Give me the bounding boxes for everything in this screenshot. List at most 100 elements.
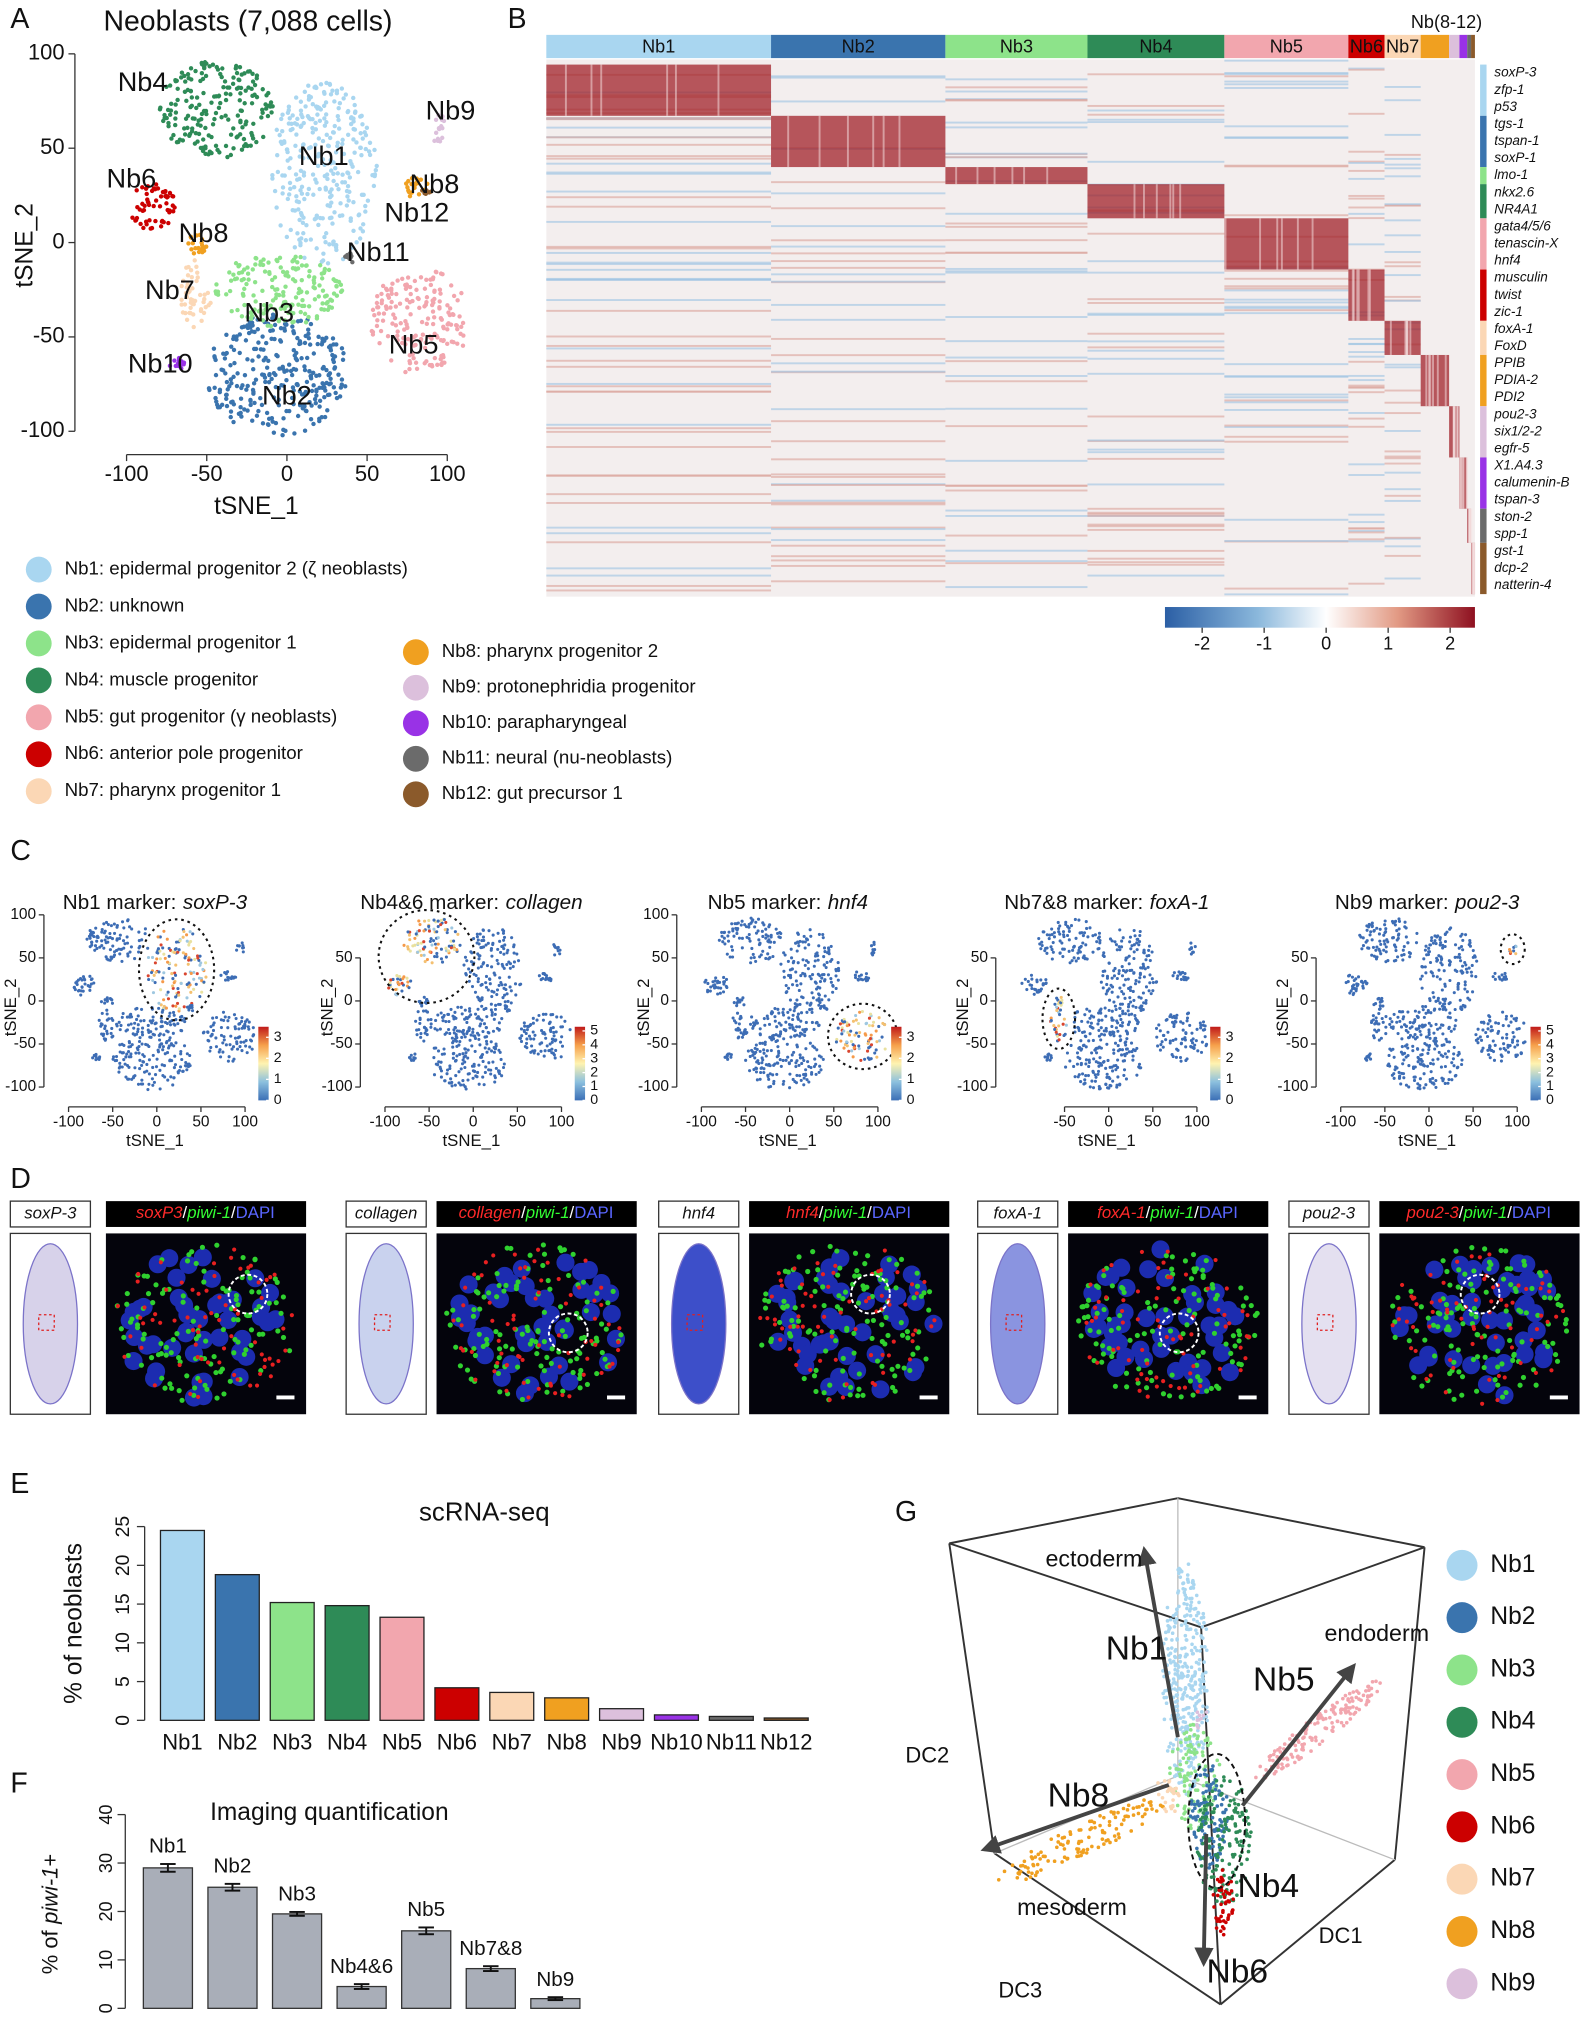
heatmap-texture (1429, 354, 1432, 407)
group-bar (1459, 34, 1468, 59)
cell-point (241, 324, 247, 329)
cell-point (796, 961, 800, 965)
heatmap-texture (1348, 582, 1385, 585)
cell-point (721, 940, 725, 944)
cell-point (118, 1065, 122, 1069)
cell-point (761, 1058, 765, 1062)
gene-label: tspan-3 (1494, 492, 1540, 507)
cell-point (351, 95, 356, 101)
cell-point (480, 1004, 484, 1008)
cell-point (306, 304, 312, 309)
x-axis-label: tSNE_1 (126, 1131, 184, 1150)
cell-point (298, 99, 304, 104)
cell-point (1166, 1030, 1170, 1034)
cell-point (254, 73, 260, 78)
cell-point (880, 1035, 884, 1039)
cell-point (849, 1029, 853, 1033)
cell-point (477, 1037, 481, 1041)
cell-point (874, 1029, 878, 1033)
cell-point (256, 309, 262, 314)
cell-point (1097, 1045, 1101, 1049)
cluster-label: Nb12 (384, 196, 449, 227)
cell-point (226, 117, 231, 122)
cell-point (95, 934, 100, 938)
cell-point (211, 1028, 216, 1033)
heatmap-texture (1259, 218, 1262, 270)
cluster-label: Nb4 (118, 66, 168, 97)
cell-point (1105, 974, 1110, 978)
cell-point (132, 1026, 136, 1030)
cell-point (1407, 1035, 1411, 1039)
cell-point (108, 958, 112, 962)
cell-point (500, 962, 504, 966)
cell-point (857, 1034, 861, 1038)
cell-point (220, 66, 225, 71)
cell-point (437, 306, 442, 311)
cell-point (433, 954, 437, 959)
cell-point (829, 977, 833, 981)
cell-point (242, 71, 247, 76)
cell-point (797, 1063, 801, 1067)
heatmap-texture (872, 115, 875, 168)
cell-point (538, 1042, 542, 1046)
cell-point (316, 334, 321, 340)
cell-point (524, 1041, 529, 1045)
cell-point (120, 1065, 124, 1069)
cell-point (170, 193, 175, 199)
cell-point (1400, 1071, 1404, 1075)
cell-point (281, 293, 286, 298)
cell-point (165, 1029, 169, 1033)
cell-point (799, 982, 803, 986)
cell-point (1058, 1032, 1062, 1037)
heatmap-texture (1384, 430, 1421, 432)
cell-point (261, 303, 267, 308)
cell-point (769, 1085, 773, 1089)
cell-point (244, 387, 249, 392)
cell-point (801, 1056, 805, 1060)
cell-point (172, 1066, 176, 1070)
cell-point (1201, 1028, 1205, 1032)
cell-point (853, 973, 857, 977)
cell-point (493, 1012, 497, 1016)
cell-point (829, 980, 833, 984)
cell-point (497, 1021, 501, 1025)
cell-point (248, 143, 253, 148)
cell-point (98, 945, 102, 949)
cell-point (188, 66, 194, 71)
cell-point (249, 86, 254, 92)
cell-point (103, 998, 107, 1002)
cell-point (261, 311, 266, 316)
cell-point (482, 1022, 487, 1026)
cell-point (246, 330, 252, 336)
cell-point (856, 1021, 861, 1026)
cell-point (494, 1066, 498, 1070)
cell-point (1419, 1058, 1423, 1062)
cell-point (131, 1032, 135, 1036)
cell-point (317, 186, 322, 192)
y-tick-label: -50 (330, 1035, 352, 1052)
cell-point (165, 107, 171, 113)
cell-point (121, 939, 126, 943)
cell-point (362, 130, 367, 135)
cell-point (159, 988, 163, 992)
cell-point (270, 277, 275, 283)
cell-point (436, 113, 441, 118)
cell-point (249, 1039, 254, 1043)
heatmap-texture (1087, 372, 1225, 375)
cell-point (817, 944, 821, 948)
cell-point (763, 1040, 767, 1044)
cell-point (768, 1072, 772, 1076)
group-bar (1449, 34, 1460, 59)
cell-point (429, 335, 434, 340)
cell-point (238, 396, 244, 401)
y-tick-label: 50 (19, 949, 36, 966)
heatmap-texture (546, 423, 772, 426)
cell-point (79, 993, 83, 997)
cell-point (285, 273, 291, 279)
cell-point (438, 1065, 442, 1069)
cell-point (718, 980, 722, 984)
cell-point (1192, 1046, 1196, 1050)
cell-point (309, 403, 314, 408)
heatmap-texture (1348, 411, 1385, 414)
cell-point (1044, 946, 1048, 950)
